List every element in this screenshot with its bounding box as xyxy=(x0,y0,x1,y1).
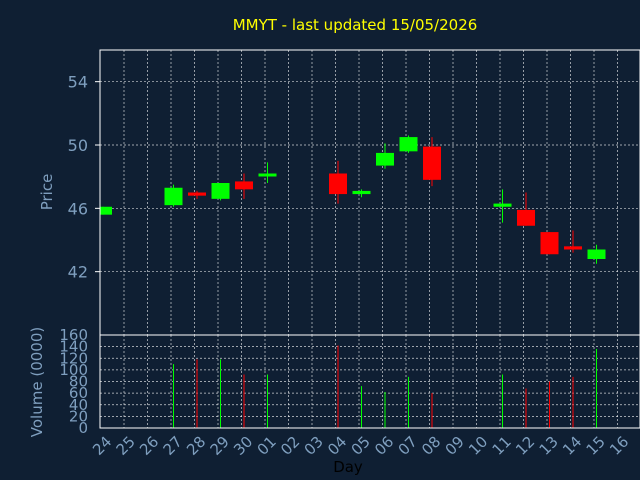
x-tick-label: 16 xyxy=(606,433,632,459)
volume-tick-label: 0 xyxy=(78,419,88,437)
x-tick-label: 10 xyxy=(465,433,491,459)
volume-tick-label: 60 xyxy=(69,384,88,402)
x-tick-label: 30 xyxy=(230,433,256,459)
x-tick-label: 08 xyxy=(418,433,444,459)
candle-body xyxy=(493,203,512,207)
x-tick-label: 05 xyxy=(348,433,374,459)
x-tick-label: 12 xyxy=(512,433,538,459)
volume-axis-label: Volume (0000) xyxy=(28,327,46,437)
volume-tick-label: 140 xyxy=(59,338,88,356)
candle-body xyxy=(235,181,253,190)
price-tick-label: 46 xyxy=(68,199,88,218)
candle-body xyxy=(188,192,206,196)
x-tick-label: 02 xyxy=(277,433,303,459)
x-tick-label: 03 xyxy=(301,433,327,459)
x-tick-label: 13 xyxy=(536,433,562,459)
candles xyxy=(100,135,606,264)
price-tick-label: 50 xyxy=(68,136,88,155)
candle-body xyxy=(329,173,347,195)
candle-body xyxy=(100,206,112,215)
x-tick-label: 09 xyxy=(442,433,468,459)
volume-tick-label: 20 xyxy=(69,407,88,425)
x-tick-label: 25 xyxy=(113,433,139,459)
volume-bars xyxy=(173,345,597,428)
volume-tick-label: 160 xyxy=(59,326,88,344)
price-y-ticks: 42 46 50 54 xyxy=(68,73,100,282)
candle-body xyxy=(587,249,606,259)
x-tick-label: 11 xyxy=(489,433,515,459)
x-tick-label: 15 xyxy=(583,433,609,459)
price-tick-label: 42 xyxy=(68,263,88,282)
x-tick-label: 24 xyxy=(89,433,115,459)
x-tick-label: 28 xyxy=(183,433,209,459)
candle-body xyxy=(540,232,559,255)
candle-body xyxy=(164,187,183,206)
x-tick-label: 04 xyxy=(324,433,350,459)
candle-body xyxy=(517,209,535,226)
candle-body xyxy=(352,190,371,195)
candle-body xyxy=(376,152,394,166)
price-grid xyxy=(100,50,640,335)
candle-body xyxy=(423,146,441,180)
candle-body xyxy=(258,173,277,177)
candle-body xyxy=(211,183,230,199)
x-tick-label: 06 xyxy=(371,433,397,459)
x-tick-label: 01 xyxy=(254,433,280,459)
candle-body xyxy=(399,137,418,152)
x-tick-label: 29 xyxy=(207,433,233,459)
volume-panel-frame xyxy=(99,334,640,429)
x-tick-label: 26 xyxy=(136,433,162,459)
x-tick-label: 27 xyxy=(160,433,186,459)
volume-tick-label: 40 xyxy=(69,396,88,414)
chart-title: MMYT - last updated 15/05/2026 xyxy=(233,16,478,34)
x-axis-label: Day xyxy=(333,458,363,476)
volume-grid xyxy=(100,334,640,429)
price-tick-label: 54 xyxy=(68,73,88,92)
volume-tick-label: 80 xyxy=(69,373,88,391)
volume-tick-label: 120 xyxy=(59,349,88,367)
x-ticks: 2425262728293001020304050607080910111213… xyxy=(89,433,632,459)
candle-body xyxy=(564,246,582,250)
x-tick-label: 14 xyxy=(559,433,585,459)
volume-tick-label: 100 xyxy=(59,361,88,379)
price-axis-label: Price xyxy=(38,174,56,211)
x-tick-label: 07 xyxy=(395,433,421,459)
